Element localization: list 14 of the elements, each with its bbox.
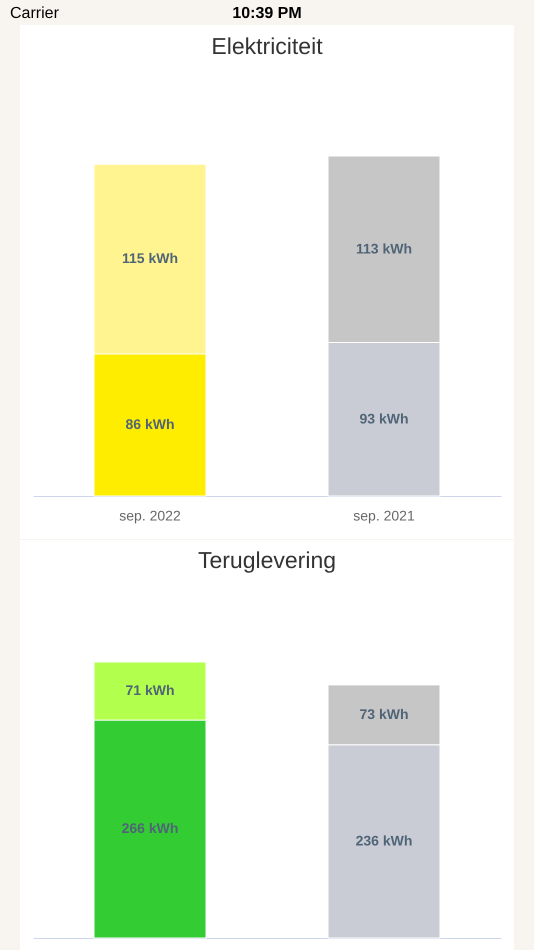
data-label: 236 kWh xyxy=(356,832,412,848)
data-label: 71 kWh xyxy=(125,682,175,698)
text: Carrier xyxy=(10,5,60,22)
x-tick-label: sep. 2021 xyxy=(353,508,415,524)
text: 10:39 PM xyxy=(232,5,302,22)
data-label: 113 kWh xyxy=(356,240,412,256)
data-label: 115 kWh xyxy=(122,250,178,266)
chart-title: Teruglevering xyxy=(198,547,336,573)
data-label: 73 kWh xyxy=(359,706,409,722)
data-label: 86 kWh xyxy=(125,416,175,432)
chart-title: Elektriciteit xyxy=(211,33,324,59)
data-label: 93 kWh xyxy=(359,410,409,426)
x-tick-label: sep. 2022 xyxy=(119,508,181,524)
data-label: 266 kWh xyxy=(122,820,178,836)
